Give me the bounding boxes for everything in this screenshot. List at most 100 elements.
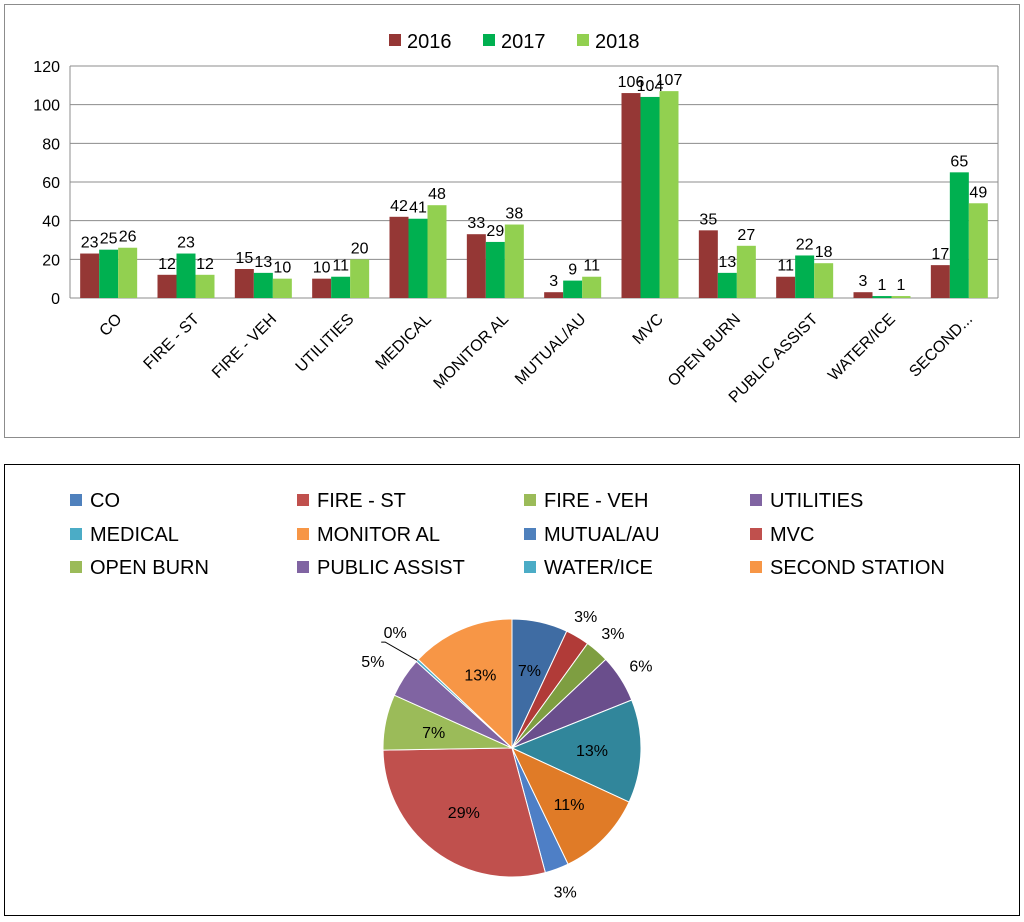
legend-label: OPEN BURN bbox=[90, 557, 209, 579]
pie-value-label: 0% bbox=[384, 625, 407, 642]
category-label: UTILITIES bbox=[293, 311, 358, 376]
pie-value-label: 13% bbox=[576, 743, 608, 760]
bar-2018 bbox=[504, 224, 524, 298]
legend-label: MVC bbox=[770, 524, 814, 546]
bar-chart-panel: 0 20 40 60 80 100 120 23 12 15 10 42 33 3 106 35 11 3 17 25… bbox=[4, 4, 1020, 438]
bar-2016 bbox=[930, 265, 950, 298]
bar-2018 bbox=[350, 259, 370, 298]
legend-label: MONITOR AL bbox=[317, 524, 440, 546]
bar-2016 bbox=[853, 292, 873, 298]
bar-2016 bbox=[80, 253, 100, 298]
data-label: 20 bbox=[351, 240, 369, 257]
data-label: 17 bbox=[931, 246, 949, 263]
data-label: 49 bbox=[969, 184, 987, 201]
data-label: 15 bbox=[235, 250, 253, 267]
pie-value-label: 3% bbox=[601, 626, 624, 643]
legend-label: 2016 bbox=[407, 31, 452, 53]
bar-2017 bbox=[717, 272, 737, 298]
data-label: 23 bbox=[177, 235, 195, 252]
bar-2017 bbox=[563, 280, 583, 298]
data-label: 3 bbox=[859, 273, 868, 290]
pie-chart: CO FIRE - ST FIRE - VEH UTILITIES MEDICAL MON… bbox=[70, 490, 945, 901]
bar-2016 bbox=[776, 276, 796, 298]
legend-swatch bbox=[297, 528, 309, 540]
pie-value-label: 7% bbox=[422, 725, 445, 742]
legend-label: MEDICAL bbox=[90, 524, 179, 546]
y-tick-label: 120 bbox=[33, 59, 60, 76]
data-label: 12 bbox=[158, 256, 176, 273]
pie-value-label: 13% bbox=[464, 668, 496, 685]
y-tick-label: 0 bbox=[51, 291, 60, 308]
data-label: 29 bbox=[486, 223, 504, 240]
data-label: 41 bbox=[409, 200, 427, 217]
bar-2017 bbox=[949, 172, 969, 298]
bar-2017 bbox=[640, 96, 660, 298]
pie-chart-panel: CO FIRE - ST FIRE - VEH UTILITIES MEDICAL MON… bbox=[4, 464, 1020, 916]
category-label: MONITOR AL bbox=[431, 311, 513, 393]
bar-2018 bbox=[582, 276, 602, 298]
bar-2016 bbox=[157, 274, 177, 298]
legend-swatch bbox=[297, 561, 309, 573]
category-label: OPEN BURN bbox=[665, 311, 744, 390]
pie-slice bbox=[382, 747, 546, 878]
legend-label: 2018 bbox=[595, 31, 640, 53]
pie-slice bbox=[510, 746, 630, 865]
pie-slice bbox=[417, 618, 513, 750]
data-label: 18 bbox=[815, 244, 833, 261]
bar-2018 bbox=[814, 263, 834, 298]
category-label: MEDICAL bbox=[373, 311, 435, 373]
pie-value-label: 7% bbox=[518, 663, 541, 680]
category-label: FIRE - ST bbox=[141, 311, 203, 373]
legend-swatch bbox=[524, 494, 536, 506]
pie-value-label: 6% bbox=[629, 659, 652, 676]
data-label: 11 bbox=[583, 258, 600, 275]
legend-swatch-2016 bbox=[389, 34, 401, 46]
bar-2016 bbox=[312, 278, 332, 298]
y-tick-label: 20 bbox=[42, 252, 60, 269]
bar-2018 bbox=[891, 296, 911, 298]
data-label: 11 bbox=[777, 258, 794, 275]
bar-2017 bbox=[176, 253, 196, 298]
legend-label: MUTUAL/AU bbox=[544, 524, 660, 546]
legend-label: CO bbox=[90, 490, 120, 512]
legend-swatch bbox=[750, 528, 762, 540]
data-label: 33 bbox=[467, 215, 485, 232]
data-label: 42 bbox=[390, 198, 408, 215]
pie-value-label: 11% bbox=[554, 797, 585, 814]
data-label: 23 bbox=[81, 235, 99, 252]
data-label: 10 bbox=[273, 260, 291, 277]
bar-2016 bbox=[389, 216, 409, 298]
bar-2018 bbox=[195, 274, 215, 298]
bar-2017 bbox=[408, 218, 428, 298]
category-label: CO bbox=[97, 311, 126, 340]
y-tick-label: 60 bbox=[42, 175, 60, 192]
data-label: 27 bbox=[737, 227, 755, 244]
legend-swatch bbox=[524, 528, 536, 540]
category-label: SECOND... bbox=[906, 311, 976, 381]
bar-2017 bbox=[795, 255, 815, 298]
bar-2018 bbox=[272, 278, 292, 298]
legend-swatch bbox=[750, 494, 762, 506]
legend-swatch bbox=[297, 494, 309, 506]
bar-2018 bbox=[118, 247, 138, 298]
data-label: 65 bbox=[950, 153, 968, 170]
bar-2017 bbox=[253, 272, 273, 298]
bar-2018 bbox=[427, 205, 447, 298]
legend-swatch bbox=[70, 561, 82, 573]
data-label: 26 bbox=[119, 229, 137, 246]
data-label: 104 bbox=[637, 78, 664, 95]
legend-swatch-2018 bbox=[577, 34, 589, 46]
legend-swatch bbox=[750, 561, 762, 573]
bar-2016 bbox=[466, 234, 486, 298]
data-label: 106 bbox=[618, 74, 645, 91]
legend-label: UTILITIES bbox=[770, 490, 863, 512]
legend-swatch bbox=[70, 528, 82, 540]
y-tick-label: 40 bbox=[42, 214, 60, 231]
data-label: 22 bbox=[796, 236, 814, 253]
data-label: 25 bbox=[100, 231, 118, 248]
legend-label: FIRE - VEH bbox=[544, 490, 648, 512]
legend-label: SECOND STATION bbox=[770, 557, 945, 579]
leader-line bbox=[381, 641, 418, 661]
bar-2016 bbox=[621, 93, 641, 298]
legend-label: 2017 bbox=[501, 31, 546, 53]
